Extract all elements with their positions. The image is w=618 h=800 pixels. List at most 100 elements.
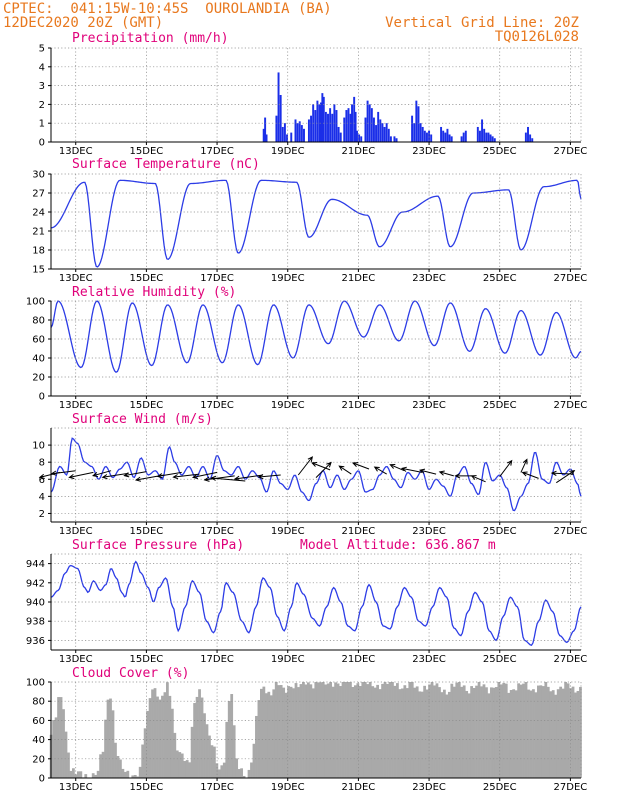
wind-vector-arrow	[311, 462, 331, 471]
cloud-cover-bar	[289, 686, 293, 778]
cloud-cover-bar	[418, 691, 422, 778]
x-tick-label: 19DEC	[271, 782, 305, 793]
cloud-cover-bar	[460, 686, 464, 778]
grid-precip	[51, 47, 582, 142]
precip-bar	[327, 113, 329, 142]
cloud-cover-bar	[309, 684, 313, 778]
precip-bar	[345, 110, 348, 142]
y-tick-label: 0	[39, 138, 45, 149]
wind-vector-arrow	[418, 468, 437, 475]
cloud-cover-bar	[146, 711, 149, 778]
y-tick-label: 18	[32, 246, 45, 257]
cloud-cover-bar	[292, 688, 295, 778]
cloud-cover-bar	[255, 715, 258, 778]
cloud-cover-bar	[173, 732, 177, 778]
cloud-cover-bar	[242, 775, 246, 778]
wind-vector-arrow	[351, 462, 370, 470]
x-tick-label: 23DEC	[412, 654, 446, 665]
cloud-cover-bar	[67, 752, 70, 778]
x-tick-label: 17DEC	[200, 782, 234, 793]
x-tick-label: 25DEC	[483, 273, 517, 284]
y-tick-label: 2	[39, 100, 45, 111]
cloud-cover-bar	[158, 699, 162, 778]
cloud-cover-bar	[522, 683, 525, 778]
data-layer-pressure	[50, 560, 582, 646]
precip-bar	[450, 136, 453, 142]
cloud-cover-bar	[490, 687, 493, 778]
x-tick-label: 27DEC	[554, 654, 588, 665]
x-tick-label: 17DEC	[200, 654, 234, 665]
precip-bar	[277, 72, 280, 142]
precip-bar	[283, 123, 286, 142]
cloud-cover-bar	[131, 775, 135, 778]
cloud-cover-bar	[564, 682, 567, 778]
x-tick-label: 19DEC	[271, 400, 305, 411]
pressure-line	[50, 560, 582, 646]
cloud-cover-bar	[433, 685, 436, 778]
x-tick-label: 19DEC	[271, 146, 305, 157]
precip-bar	[300, 125, 303, 142]
cloud-cover-bar	[329, 682, 333, 778]
cloud-cover-bar	[319, 682, 323, 778]
cloud-cover-bar	[166, 682, 169, 778]
grid-humidity	[51, 300, 582, 396]
x-tick-label: 25DEC	[483, 782, 517, 793]
cloud-cover-bar	[556, 689, 560, 778]
panel-title-humidity: Relative Humidity (%)	[72, 285, 236, 300]
cloud-cover-bar	[447, 691, 451, 778]
y-tick-label: 80	[32, 316, 45, 327]
cloud-cover-bar	[326, 683, 330, 778]
cloud-cover-bar	[443, 689, 446, 778]
precip-bar	[485, 132, 488, 142]
cloud-cover-bar	[403, 685, 407, 778]
cloud-cover-bar	[101, 751, 105, 778]
header-location: CPTEC: 041:15W-10:45S OUROLANDIA (BA)	[3, 1, 332, 17]
wind-vector-arrow	[556, 470, 576, 484]
precip-bar	[296, 123, 299, 142]
cloud-cover-bar	[190, 726, 194, 778]
cloud-cover-bar	[445, 694, 449, 778]
cloud-cover-bar	[541, 686, 545, 778]
cloud-cover-bar	[497, 682, 501, 778]
precip-bar	[379, 119, 382, 142]
precip-bar	[337, 126, 340, 142]
cloud-cover-bar	[507, 692, 511, 778]
precip-bar	[262, 128, 265, 142]
cloud-cover-bar	[388, 682, 392, 778]
cloud-cover-bar	[334, 682, 337, 778]
cloud-cover-bar	[383, 682, 387, 778]
cloud-cover-bar	[428, 684, 431, 778]
cloud-cover-bar	[371, 686, 375, 778]
cloud-cover-bar	[544, 682, 548, 778]
cloud-cover-bar	[546, 686, 550, 778]
precip-bar	[294, 119, 297, 142]
x-tick-label: 23DEC	[412, 146, 446, 157]
cloud-cover-bar	[331, 686, 335, 778]
x-tick-label: 27DEC	[554, 400, 588, 411]
y-tick-label: 938	[26, 617, 45, 628]
x-tick-label: 23DEC	[412, 273, 446, 284]
cloud-cover-bar	[502, 682, 506, 778]
cloud-cover-bar	[175, 750, 179, 778]
precip-bar	[423, 130, 426, 142]
x-tick-label: 13DEC	[59, 782, 93, 793]
precip-bar	[462, 132, 465, 142]
precip-bar	[487, 132, 490, 142]
header-model-id: TQ0126L028	[495, 29, 579, 45]
cloud-cover-bar	[378, 689, 382, 778]
wind-vector-arrow	[172, 473, 200, 480]
cloud-cover-bar	[269, 695, 273, 778]
cloud-cover-bar	[346, 682, 350, 778]
x-tick-label: 13DEC	[59, 526, 93, 537]
precip-bar	[321, 93, 324, 142]
cloud-cover-bar	[539, 685, 543, 778]
x-tick-label: 25DEC	[483, 526, 517, 537]
cloud-cover-bar	[220, 765, 224, 778]
grid-cloud	[51, 681, 582, 778]
y-tick-label: 2	[39, 509, 45, 520]
y-tick-label: 24	[32, 208, 45, 219]
precip-bar	[353, 96, 356, 142]
y-tick-label: 4	[39, 62, 45, 73]
precip-bar	[531, 138, 534, 142]
cloud-cover-bar	[260, 688, 263, 778]
